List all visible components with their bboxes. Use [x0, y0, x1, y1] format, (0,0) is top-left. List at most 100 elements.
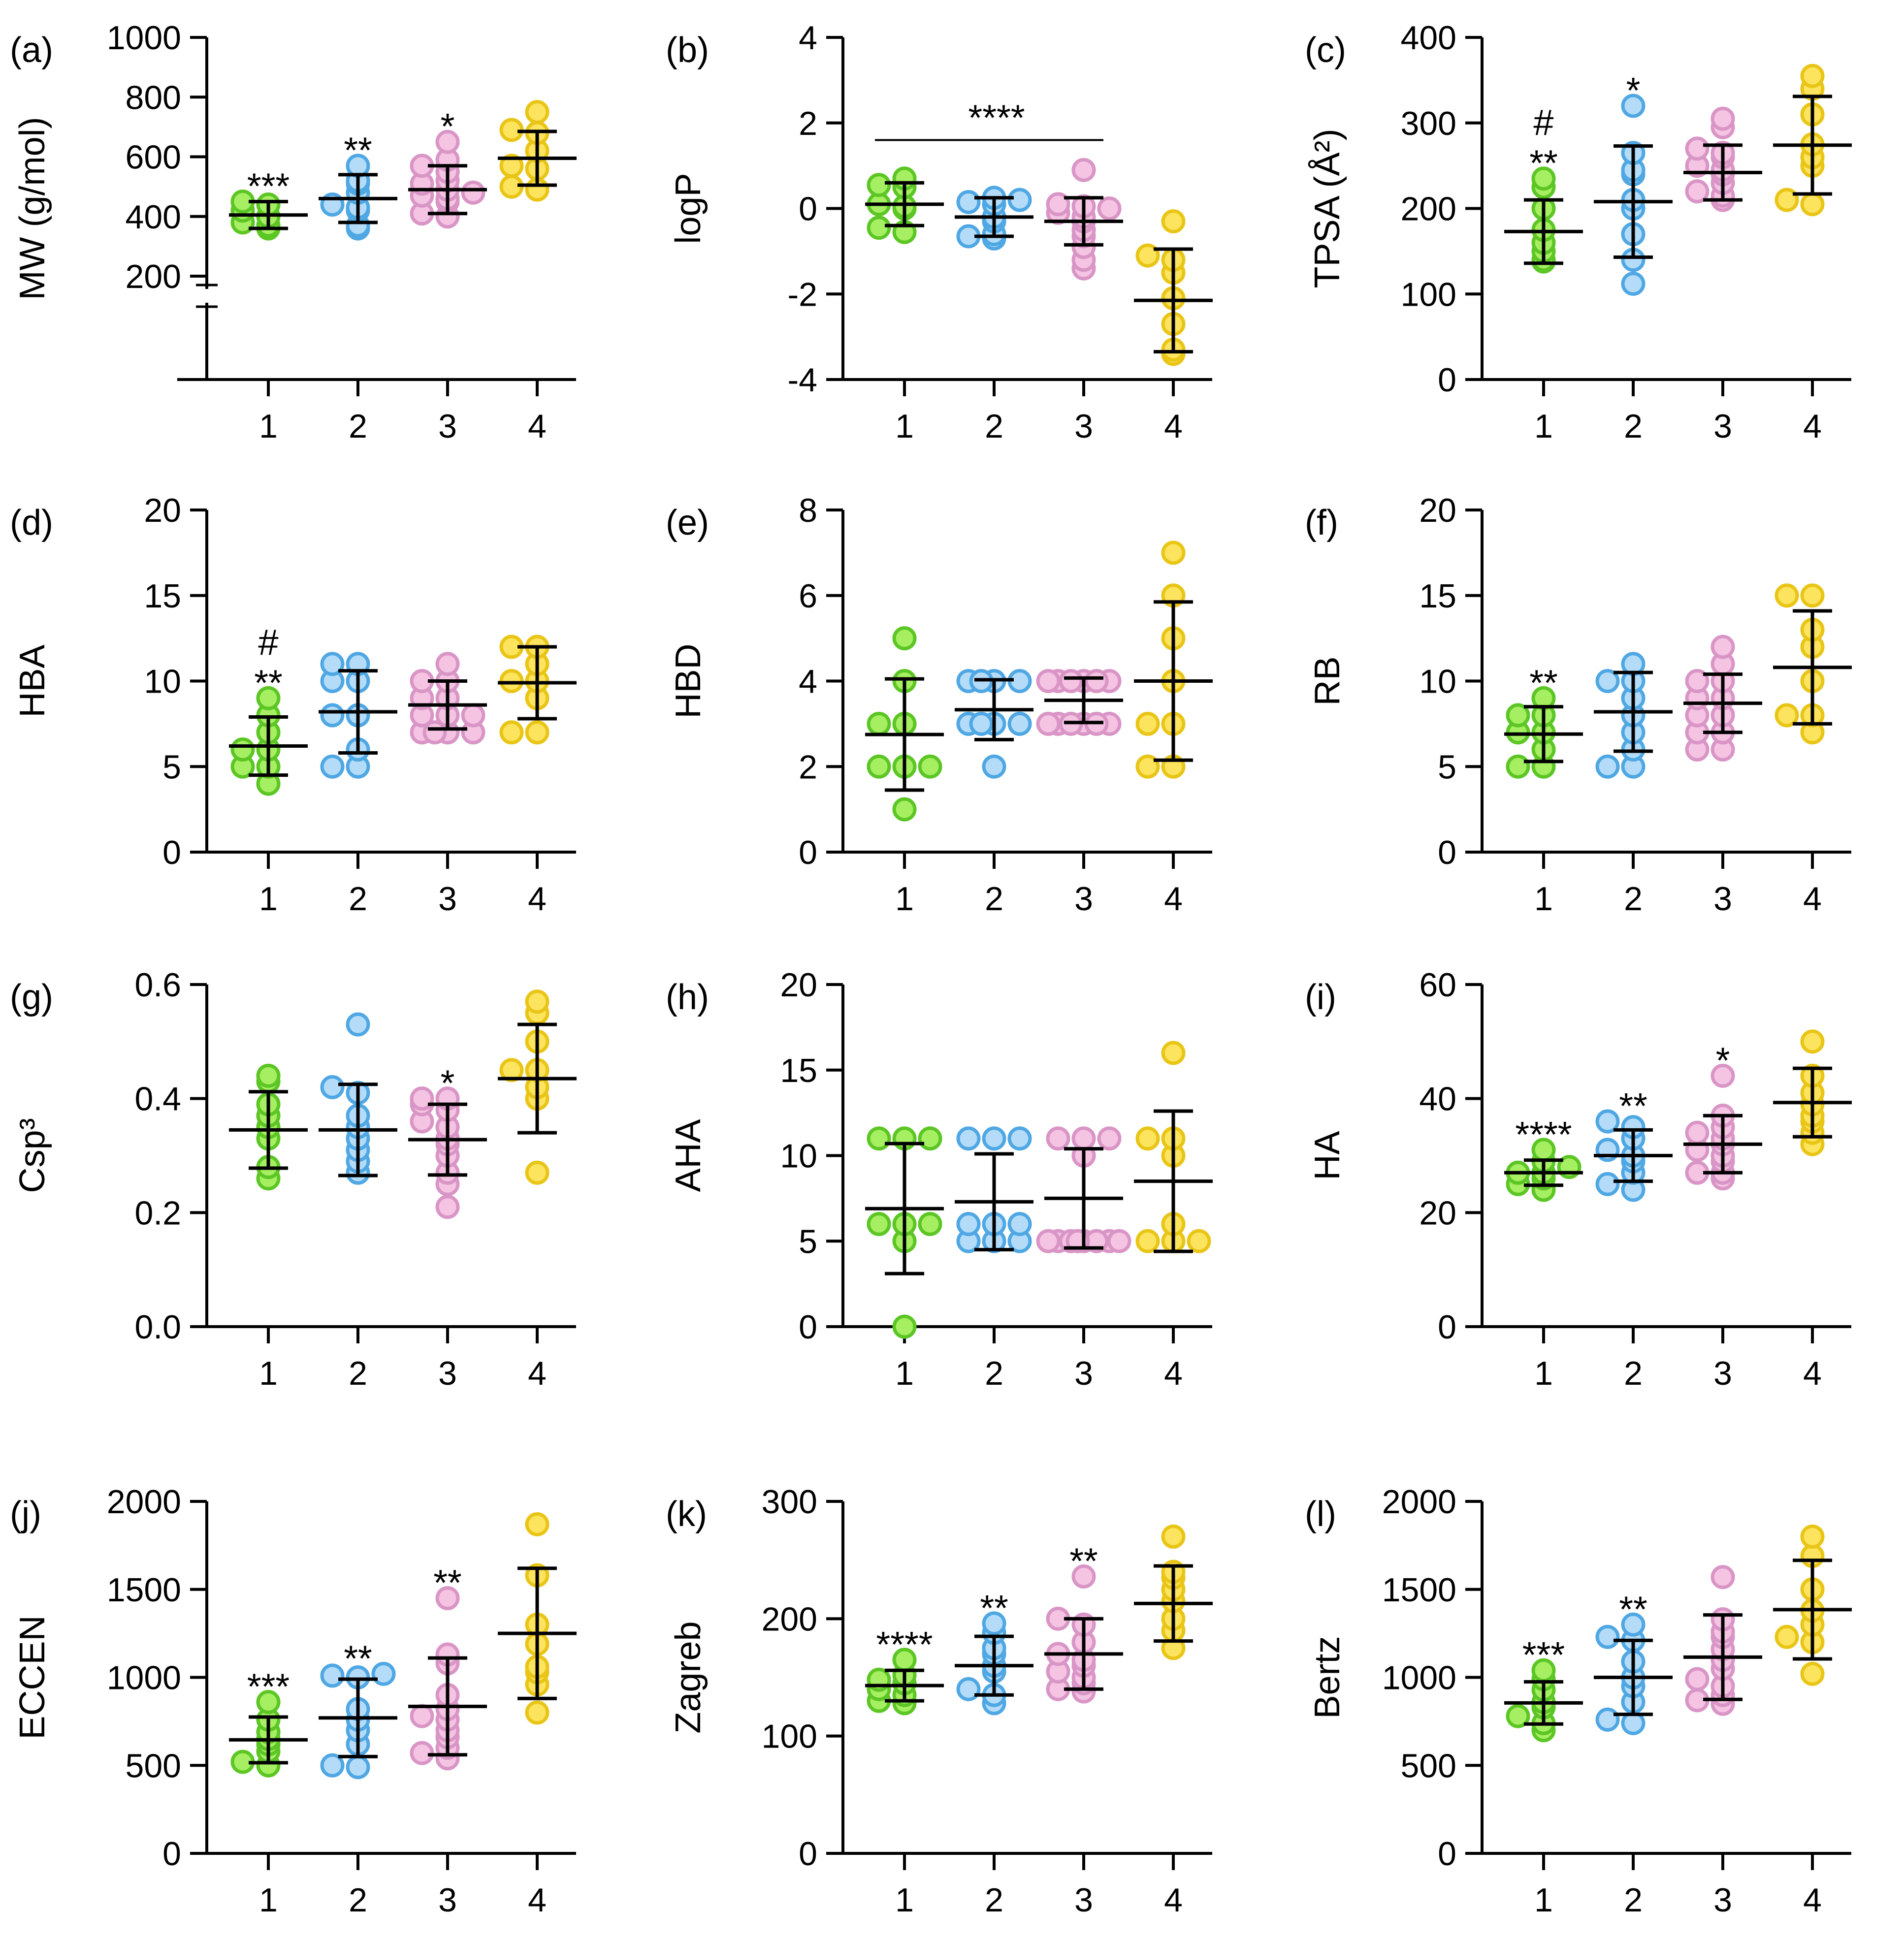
- data-point-group-4: [1135, 243, 1160, 268]
- x-tick-label: 1: [895, 1355, 914, 1392]
- x-tick-label: 2: [985, 408, 1003, 445]
- data-point-group-4: [499, 154, 524, 178]
- data-point-group-3: [1046, 1126, 1070, 1151]
- y-tick-label: 15: [1419, 577, 1456, 615]
- panel-label: (l): [1305, 1495, 1336, 1534]
- y-tick-label: 2000: [1382, 1483, 1456, 1521]
- panel-b: -4 -2 0 2 4 1 2 3 4 logP (b) ****: [666, 19, 1213, 445]
- y-tick-label: 0: [799, 191, 817, 228]
- y-tick-label: 0: [1438, 361, 1456, 399]
- x-tick-label: 1: [895, 408, 914, 445]
- y-tick-label: 200: [126, 258, 181, 295]
- panel-label: (j): [10, 1495, 41, 1534]
- data-point-group-3: [1071, 1126, 1096, 1151]
- y-tick-label: 200: [1401, 191, 1456, 228]
- y-tick-label: 800: [126, 79, 181, 116]
- data-point-group-4: [525, 1160, 549, 1185]
- y-tick-label: 20: [780, 966, 817, 1004]
- y-tick-label: 1500: [107, 1571, 181, 1609]
- data-point-group-4: [1187, 1229, 1211, 1253]
- data-point-group-1: [1506, 1704, 1530, 1728]
- data-point-group-4: [499, 720, 524, 745]
- data-point-group-1: [918, 1212, 942, 1236]
- data-point-group-1: [892, 626, 917, 651]
- data-point-group-4: [1775, 703, 1799, 728]
- significance-marker: **: [1529, 143, 1558, 184]
- y-tick-label: 5: [799, 1223, 817, 1260]
- y-tick-label: 2: [799, 748, 817, 786]
- data-point-group-1: [892, 1314, 917, 1339]
- x-tick-label: 4: [1803, 408, 1822, 445]
- data-point-group-1: [867, 711, 891, 736]
- significance-marker: *: [441, 106, 455, 147]
- data-point-group-1: [256, 1690, 281, 1715]
- y-tick-label: 0: [799, 1835, 817, 1873]
- data-point-group-3: [1084, 669, 1109, 693]
- panel-label: (g): [10, 978, 53, 1017]
- y-tick-label: 20: [1419, 492, 1456, 529]
- data-point-group-2: [956, 1126, 981, 1151]
- data-point-group-4: [525, 1700, 549, 1725]
- data-point-group-3: [410, 1704, 434, 1728]
- x-tick-label: 3: [1713, 1881, 1732, 1919]
- panel-label: (d): [10, 503, 53, 542]
- data-point-group-4: [1800, 192, 1825, 217]
- data-point-group-4: [1800, 1525, 1825, 1549]
- x-tick-label: 4: [528, 408, 547, 445]
- y-tick-label: 2000: [107, 1483, 181, 1521]
- x-tick-label: 1: [259, 1355, 278, 1392]
- y-tick-label: 10: [1419, 663, 1456, 700]
- x-tick-label: 1: [1534, 408, 1553, 445]
- y-tick-label: 600: [126, 139, 181, 176]
- x-tick-label: 1: [1534, 1355, 1553, 1392]
- data-point-group-4: [1800, 583, 1825, 608]
- x-tick-label: 2: [349, 880, 367, 918]
- significance-marker: **: [1529, 662, 1558, 703]
- data-point-group-2: [1595, 1707, 1620, 1732]
- data-point-group-3: [1071, 1564, 1096, 1589]
- data-point-group-3: [1685, 669, 1710, 693]
- x-tick-label: 2: [985, 1881, 1003, 1919]
- y-tick-label: 0.6: [134, 966, 181, 1004]
- x-tick-label: 1: [259, 880, 278, 918]
- data-point-group-2: [1595, 1172, 1620, 1196]
- panel-label: (i): [1305, 978, 1336, 1017]
- data-point-group-4: [1800, 64, 1825, 88]
- x-tick-label: 2: [1624, 880, 1643, 918]
- panel-label: (f): [1305, 503, 1338, 542]
- data-point-group-2: [956, 190, 981, 214]
- data-point-group-4: [1135, 754, 1160, 779]
- data-point-group-1: [256, 1063, 281, 1088]
- y-tick-label: 60: [1419, 966, 1456, 1004]
- data-point-group-2: [1595, 1109, 1620, 1134]
- significance-marker: ***: [1522, 1634, 1565, 1675]
- data-point-group-3: [1107, 1229, 1131, 1253]
- data-point-group-3: [1710, 106, 1735, 131]
- data-point-group-3: [1685, 136, 1710, 161]
- panel-f: 0 5 10 15 20 1 2 3 4 RB (f) **: [1305, 492, 1852, 918]
- significance-marker: ***: [247, 1666, 290, 1707]
- x-tick-label: 1: [1534, 1881, 1553, 1919]
- data-point-group-2: [1007, 188, 1032, 212]
- x-tick-label: 4: [1803, 1881, 1822, 1919]
- data-point-group-1: [918, 754, 942, 779]
- data-point-group-3: [1685, 179, 1710, 204]
- data-point-group-4: [1775, 188, 1799, 212]
- data-point-group-2: [982, 1126, 1006, 1151]
- y-axis-label: TPSA (Å²): [1308, 128, 1347, 288]
- x-tick-label: 4: [1164, 1881, 1183, 1919]
- data-point-group-1: [918, 1126, 942, 1151]
- panel-label: (c): [1305, 31, 1346, 70]
- x-tick-label: 3: [438, 1355, 457, 1392]
- y-tick-label: -4: [788, 361, 817, 399]
- data-point-group-3: [1685, 1667, 1710, 1691]
- data-point-group-3: [1036, 1229, 1061, 1253]
- data-point-group-4: [525, 989, 549, 1014]
- data-point-group-4: [1161, 1041, 1186, 1065]
- x-tick-label: 3: [1713, 1355, 1732, 1392]
- y-tick-label: 0: [799, 1308, 817, 1346]
